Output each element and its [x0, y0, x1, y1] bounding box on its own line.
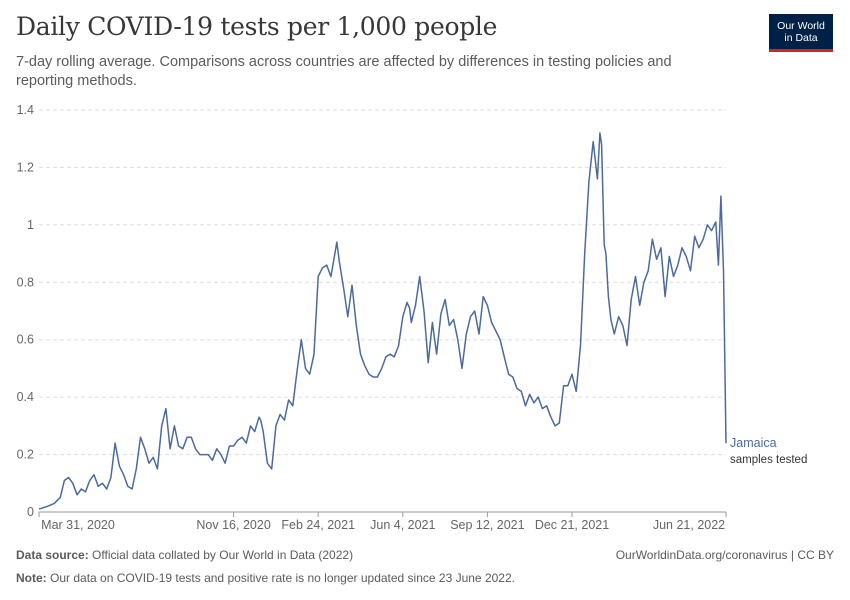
x-axis: Mar 31, 2020 Nov 16, 2020 Feb 24, 2021 Jun …	[38, 511, 727, 532]
gridlines	[39, 109, 726, 456]
x-tick-label: Feb 24, 2021	[281, 518, 355, 532]
series-labels: Jamaica samples tested	[730, 436, 807, 466]
x-tick-label: Mar 31, 2020	[41, 518, 115, 532]
source-link[interactable]: OurWorldinData.org/coronavirus | CC BY	[615, 548, 834, 562]
logo-line-1: Our World	[777, 20, 825, 32]
footer-note: Note: Our data on COVID-19 tests and pos…	[16, 571, 834, 585]
note-text: Our data on COVID-19 tests and positive …	[50, 571, 515, 585]
y-tick-label: 0.2	[17, 448, 34, 462]
series-group[interactable]	[38, 132, 727, 510]
y-axis-ticks: 0 0.2 0.4 0.6 0.8 1 1.2 1.4	[17, 103, 34, 519]
chart-title: Daily COVID-19 tests per 1,000 people	[16, 12, 498, 41]
series-annotation: samples tested	[730, 454, 807, 466]
y-tick-label: 0.4	[17, 390, 34, 404]
y-tick-label: 0	[27, 505, 34, 519]
x-tick-label: Jun 21, 2022	[653, 518, 725, 532]
x-tick-label: Sep 12, 2021	[450, 518, 524, 532]
owid-logo[interactable]: Our World in Data	[769, 14, 833, 52]
series-line-jamaica[interactable]	[38, 132, 727, 510]
line-chart[interactable]: 0 0.2 0.4 0.6 0.8 1 1.2 1.4 Mar 31, 2020 Nov 16,…	[0, 0, 850, 540]
chart-subtitle: 7-day rolling average. Comparisons acros…	[16, 54, 672, 89]
x-tick-label: Jun 4, 2021	[370, 518, 435, 532]
source-label: Data source:	[16, 548, 89, 562]
y-tick-label: 1	[27, 218, 34, 232]
source-text: Official data collated by Our World in D…	[92, 548, 354, 562]
x-tick-label: Nov 16, 2020	[196, 518, 270, 532]
note-label: Note:	[16, 571, 47, 585]
y-tick-label: 1.4	[17, 103, 34, 117]
x-tick-label: Dec 21, 2021	[535, 518, 609, 532]
logo-line-2: in Data	[784, 32, 818, 44]
series-label-jamaica: Jamaica	[730, 436, 777, 450]
footer-source: Data source: Official data collated by O…	[16, 548, 834, 562]
y-tick-label: 0.6	[17, 333, 34, 347]
y-tick-label: 0.8	[17, 275, 34, 289]
y-tick-label: 1.2	[17, 160, 34, 174]
